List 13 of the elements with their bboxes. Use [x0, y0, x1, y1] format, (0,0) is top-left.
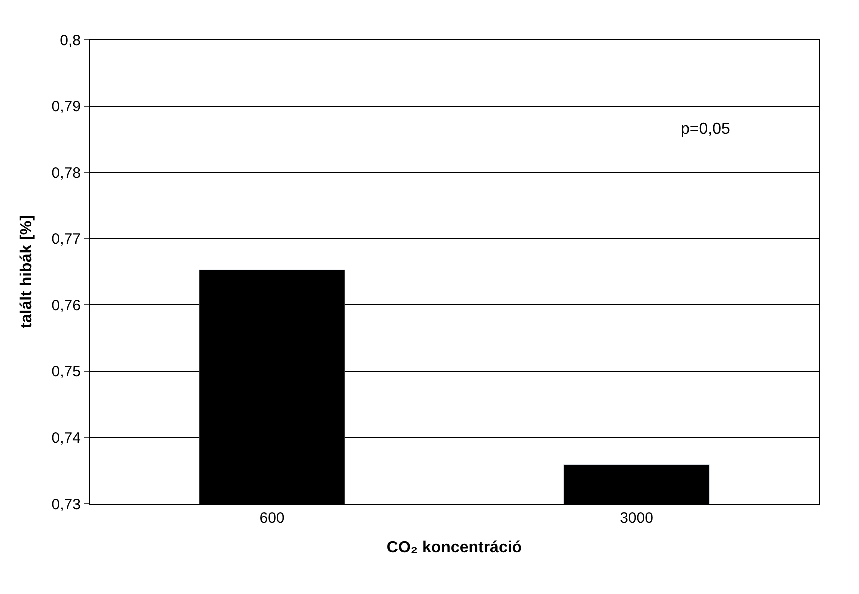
x-axis-title: CO₂ koncentráció — [386, 540, 522, 557]
x-tick-label: 600 — [260, 510, 285, 527]
y-tick-label: 0,74 — [52, 430, 81, 447]
y-tick-label: 0,76 — [52, 297, 81, 314]
x-tick-label: 3000 — [620, 510, 654, 527]
y-tick-label: 0,79 — [52, 98, 81, 116]
y-tick-label: 0,77 — [52, 231, 81, 248]
y-tick-label: 0,75 — [52, 364, 81, 381]
y-tick-label: 0,8 — [60, 32, 81, 50]
y-tick-label: 0,78 — [52, 164, 81, 182]
annotation: p=0,05 — [681, 121, 730, 138]
y-tick-label: 0,73 — [52, 496, 81, 514]
y-axis-title: talált hibák [%] — [18, 216, 36, 328]
